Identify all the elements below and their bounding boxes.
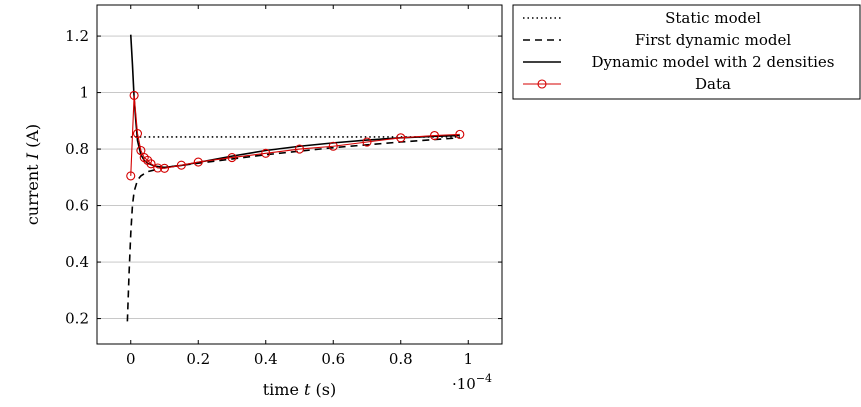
x-axis-label-unit: (s): [310, 380, 336, 399]
x-tick-label: 0.2: [186, 350, 210, 368]
legend-box: [512, 4, 861, 100]
y-tick-label: 0.2: [65, 310, 89, 328]
y-axis-label-variable: I: [23, 152, 42, 160]
y-tick-label: 0.4: [65, 253, 89, 271]
series-line-4: [130, 95, 460, 176]
y-axis-label-prefix: current: [23, 159, 42, 225]
data-point-marker: [146, 159, 156, 169]
data-point-marker: [159, 163, 170, 173]
x-tick-label: 0: [126, 350, 136, 368]
x-axis-label-variable: t: [304, 380, 311, 399]
plot-frame: [96, 4, 503, 345]
x-tick-label: 0.8: [389, 350, 413, 368]
legend-marker: [537, 79, 547, 89]
y-tick-label: 1: [79, 84, 89, 102]
data-point-marker: [193, 157, 203, 167]
x-tick-label: 1: [463, 350, 473, 368]
data-point-marker: [227, 153, 237, 163]
data-point-marker: [129, 90, 139, 100]
legend: Static model First dynamic model Dynamic m…: [512, 4, 861, 100]
y-axis-label: current I (A): [23, 124, 42, 225]
data-point-marker: [294, 144, 305, 154]
data-point-marker: [153, 163, 163, 173]
data-point-marker: [261, 148, 271, 158]
legend-label-4: Data: [695, 75, 731, 93]
gridlines: [97, 35, 502, 319]
data-point-marker: [328, 141, 338, 151]
data-point-marker: [132, 128, 143, 139]
data-point-marker: [455, 129, 465, 139]
data-point-marker: [136, 145, 146, 156]
legend-label-2: First dynamic model: [635, 31, 791, 49]
data-point-marker: [396, 133, 406, 143]
x-scale-exponent: −4: [476, 372, 492, 385]
x-axis-label: time t (s): [263, 380, 337, 399]
y-tick-label: 1.2: [65, 27, 89, 45]
data-point-marker: [362, 137, 372, 147]
legend-label-1: Static model: [665, 9, 761, 27]
x-scale-base: ·10: [452, 375, 476, 393]
legend-label-3: Dynamic model with 2 densities: [591, 53, 834, 71]
x-axis-scale-factor: ·10−4: [452, 372, 492, 393]
data-point-marker: [176, 160, 186, 170]
y-tick-label: 0.8: [65, 140, 89, 158]
data-point-marker: [429, 130, 440, 141]
data-point-marker: [126, 171, 136, 181]
x-tick-label: 0.6: [321, 350, 345, 368]
plot-series: [126, 34, 465, 322]
data-point-marker: [143, 155, 153, 165]
y-tick-label: 0.6: [65, 197, 89, 215]
x-axis-label-prefix: time: [263, 380, 304, 399]
y-axis-label-unit: (A): [23, 124, 42, 153]
x-tick-label: 0.4: [254, 350, 278, 368]
axis-ticks: 0.2 0.4 0.6 0.8 1 1.2 0 0.2 0.4 0.6 0.8 1: [65, 5, 502, 368]
